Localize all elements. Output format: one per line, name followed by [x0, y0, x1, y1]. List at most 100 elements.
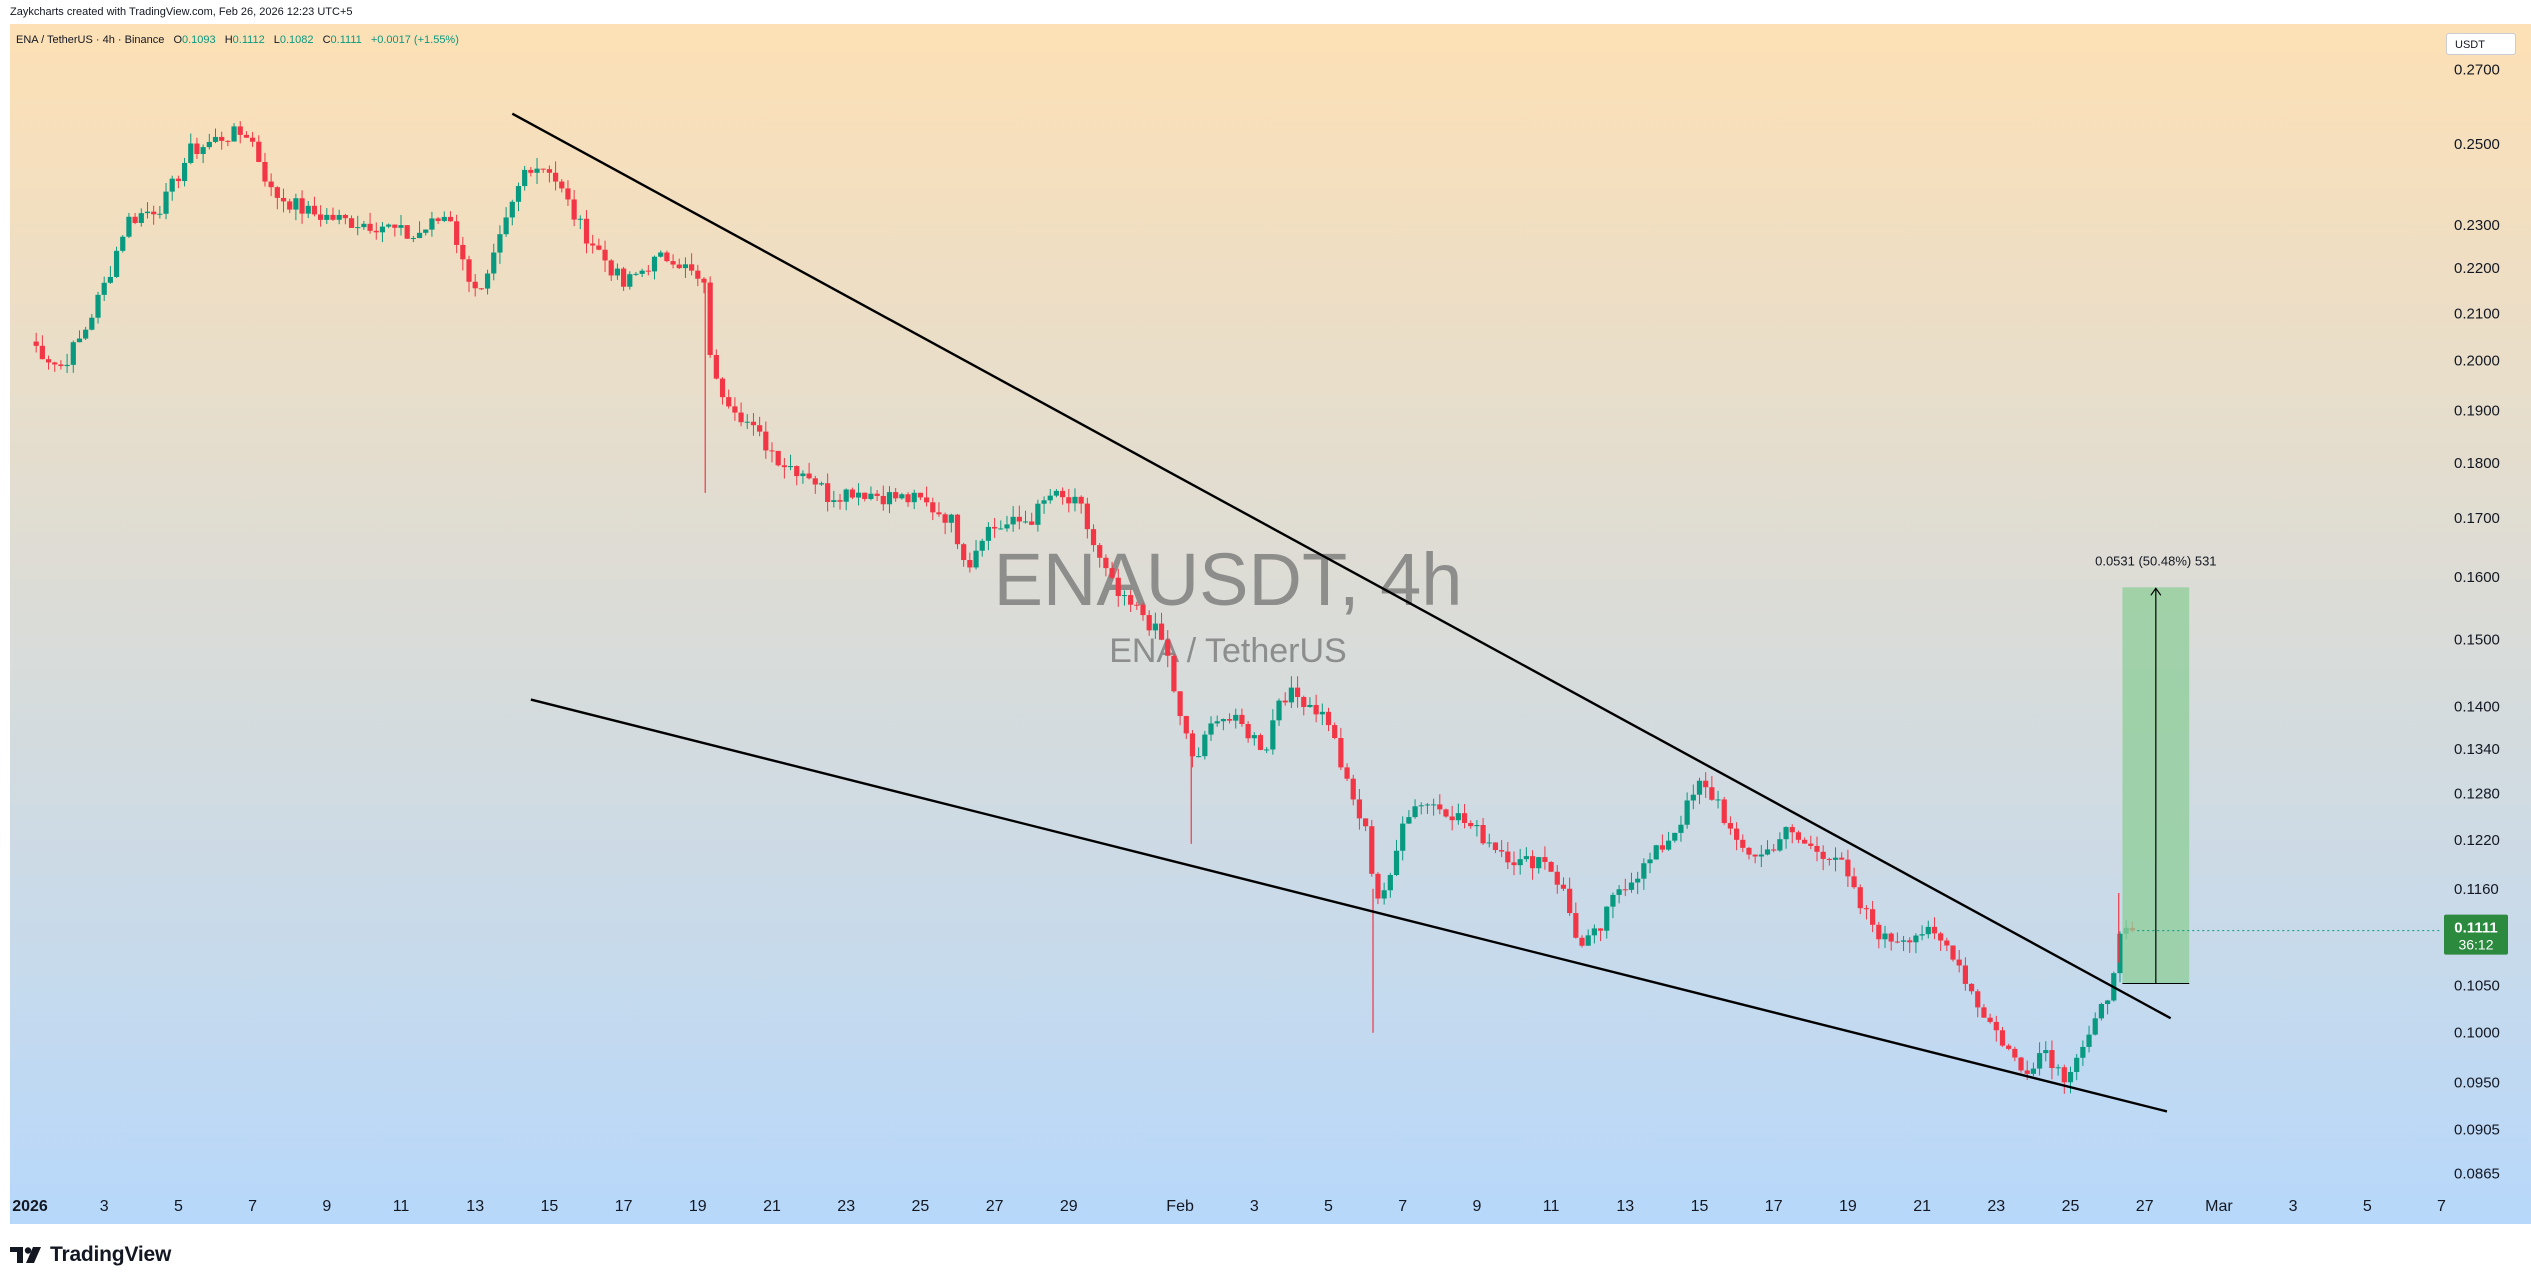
candle-body	[1412, 806, 1418, 818]
candle-body	[1628, 882, 1635, 890]
price-axis[interactable]: 0.2700 0.2500 0.2300 0.2200 0.2100 0.2000 0.19…	[2454, 62, 2500, 1183]
candle-body	[503, 217, 509, 235]
price-tick-label: 0.1700	[2454, 510, 2500, 527]
candle-body	[1591, 928, 1597, 936]
candle-body	[1035, 503, 1041, 525]
candle-body	[2086, 1034, 2092, 1047]
currency-unit-button[interactable]: USDT	[2446, 33, 2516, 55]
candle-body	[120, 236, 126, 251]
candle-body	[484, 273, 491, 289]
time-axis[interactable]: 2026 3 5 7 9 11 13 15 17 19 21 23 25 27 29 Feb 3 5 7 9 11 13 1…	[12, 1198, 2446, 1215]
candle-body	[200, 147, 206, 155]
price-tick-label: 0.0950	[2454, 1074, 2500, 1091]
price-tick-label: 0.1400	[2454, 698, 2500, 715]
candle-body	[775, 450, 781, 466]
candle-body	[2012, 1048, 2018, 1058]
candle-body	[89, 317, 95, 330]
candle-body	[1882, 933, 1888, 940]
candle-body	[1338, 738, 1344, 768]
candle-body	[472, 281, 478, 289]
candle-body	[1684, 800, 1690, 825]
candle-body	[1616, 889, 1622, 895]
candle-body	[769, 450, 775, 452]
candle-body	[602, 249, 608, 261]
candle-body	[1635, 878, 1641, 883]
candle-body	[293, 198, 299, 210]
candle-body	[2030, 1068, 2036, 1074]
candle-body	[1938, 933, 1944, 941]
candle-body	[1517, 859, 1523, 866]
candle-body	[138, 213, 144, 223]
candle-body	[392, 224, 398, 228]
symbol-watermark: ENAUSDT, 4h ENA / TetherUS	[994, 538, 1463, 670]
candle-body	[1746, 847, 1752, 855]
candle-body	[1907, 940, 1913, 943]
candle-body	[1511, 862, 1517, 866]
candle-body	[794, 466, 800, 477]
candle-body	[151, 211, 157, 215]
candle-body	[1975, 991, 1981, 1008]
candle-body	[441, 216, 447, 221]
candle-body	[1740, 839, 1746, 848]
candle-body	[311, 205, 318, 215]
candle-body	[1375, 873, 1381, 899]
candle-body	[664, 252, 670, 262]
upper-trendline[interactable]	[511, 112, 2172, 1020]
candle-body	[1999, 1030, 2006, 1046]
candle-body	[268, 181, 274, 188]
candle-body	[719, 378, 726, 398]
price-tick-label: 0.2700	[2454, 62, 2500, 79]
candle-body	[318, 214, 324, 220]
candle-body	[1789, 827, 1795, 833]
candle-body	[1505, 851, 1511, 863]
candle-body	[948, 514, 954, 523]
price-tick-label: 0.0905	[2454, 1121, 2500, 1138]
chart-background	[10, 24, 2436, 1224]
candle-body	[1567, 888, 1573, 914]
symbol-legend[interactable]: ENA / TetherUS · 4h · Binance O0.1093 H0…	[16, 34, 459, 46]
tradingview-footer[interactable]: TradingView	[10, 1242, 171, 1268]
lower-trendline[interactable]	[530, 698, 2168, 1113]
candle-body	[726, 397, 732, 407]
candle-body	[1981, 1007, 1987, 1018]
candle-body	[1752, 854, 1758, 857]
candle-body	[1325, 711, 1332, 726]
time-tick-label: 3	[2289, 1198, 2298, 1215]
price-tick-label: 0.1160	[2454, 881, 2499, 898]
candle-body	[1832, 857, 1839, 860]
candle-body	[1709, 787, 1715, 800]
candle-body	[305, 205, 311, 214]
candle-body	[893, 492, 899, 499]
candle-body	[1777, 839, 1783, 851]
candle-body	[843, 489, 849, 502]
candle-body	[1870, 909, 1876, 925]
candle-body	[1814, 845, 1820, 852]
candle-body	[1480, 825, 1486, 844]
candle-body	[188, 143, 194, 163]
candle-body	[1183, 716, 1189, 734]
time-tick-label: Feb	[1166, 1198, 1194, 1215]
candle-body	[1876, 924, 1882, 940]
candle-body	[923, 497, 930, 503]
candle-body	[1715, 799, 1721, 801]
candle-body	[1690, 794, 1696, 801]
candle-body	[1894, 941, 1900, 943]
drawings-layer[interactable]: 0.0531 (50.48%) 531	[511, 112, 2217, 1113]
candle-body	[1962, 965, 1968, 984]
candle-body	[992, 526, 998, 529]
candle-body	[2036, 1053, 2043, 1069]
candle-body	[540, 168, 546, 170]
candle-body	[2067, 1072, 2074, 1083]
candle-body	[1461, 813, 1468, 823]
candle-body	[1381, 890, 1387, 899]
candle-body	[787, 466, 794, 468]
candle-body	[1140, 604, 1146, 616]
candle-body	[287, 201, 293, 210]
candle-body	[855, 492, 862, 498]
candle-body	[1010, 516, 1016, 525]
price-tick-label: 0.1600	[2454, 569, 2500, 586]
candle-body	[126, 216, 132, 237]
candle-body	[738, 412, 744, 423]
candle-body	[800, 473, 806, 477]
